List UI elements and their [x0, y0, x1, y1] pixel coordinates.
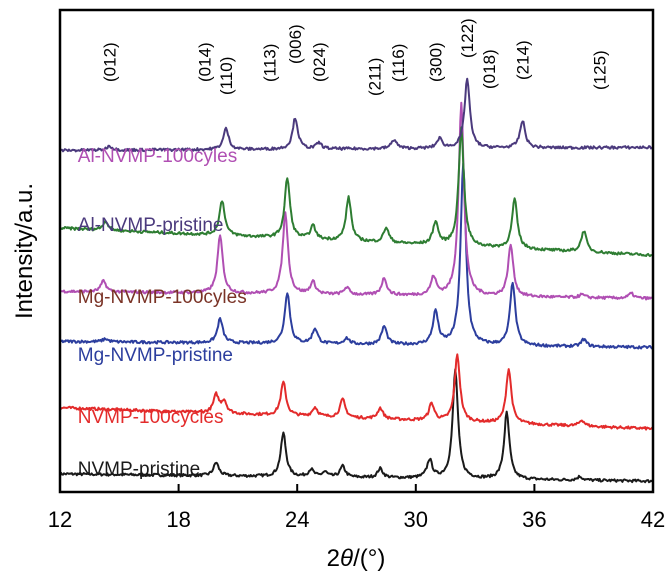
x-axis-title: 2θ/(°) — [327, 545, 386, 572]
peak-label: (012) — [100, 42, 119, 82]
peak-labels: (012) (014) (110) (113) (006) (024) (211) (116)… — [100, 18, 609, 96]
x-tick-label: 30 — [404, 507, 428, 532]
plot-frame — [58, 8, 655, 494]
x-axis-title-prefix: 2 — [327, 545, 340, 572]
series-line-3 — [59, 101, 654, 301]
x-axis-title-theta: θ — [340, 545, 353, 572]
series-label-2: Mg-NVMP-pristine — [78, 345, 233, 366]
series-label-5: Al-NVMP-100cyles — [78, 146, 237, 167]
peak-label: (018) — [480, 49, 499, 89]
x-axis-ticks: 12 18 24 30 36 42 — [48, 484, 665, 532]
series-line-2 — [59, 162, 654, 350]
series-line-1 — [59, 353, 654, 431]
peak-label: (211) — [365, 58, 384, 96]
x-tick-label: 42 — [641, 507, 665, 532]
x-tick-label: 12 — [48, 507, 72, 532]
peak-label: (122) — [458, 18, 477, 58]
peak-label: (113) — [261, 44, 280, 82]
x-axis-title-suffix: /(°) — [353, 545, 385, 572]
peak-label: (110) — [217, 57, 236, 95]
series-label-3: Mg-NVMP-100cyles — [78, 287, 247, 308]
series-labels: NVMP-pristine NVMP-100cycles Mg-NVMP-prist… — [78, 146, 247, 480]
peak-label: (024) — [310, 42, 329, 82]
series-line-0 — [59, 368, 654, 484]
peak-label: (116) — [389, 44, 408, 82]
x-tick-label: 24 — [285, 507, 309, 532]
series-label-1: NVMP-100cycles — [78, 407, 224, 428]
y-axis-title: Intensity/a.u. — [11, 183, 38, 319]
x-tick-label: 18 — [166, 507, 190, 532]
series-label-0: NVMP-pristine — [78, 459, 200, 480]
peak-label: (300) — [427, 42, 446, 82]
x-tick-label: 36 — [522, 507, 546, 532]
series-traces — [59, 77, 654, 484]
peak-label: (006) — [286, 24, 305, 64]
series-line-5 — [59, 77, 654, 153]
peak-label: (125) — [591, 50, 610, 90]
peak-label: (014) — [195, 42, 214, 82]
peak-label: (214) — [514, 40, 533, 80]
series-label-4: Al-NVMP-pristine — [78, 215, 224, 236]
series-line-4 — [59, 126, 654, 258]
